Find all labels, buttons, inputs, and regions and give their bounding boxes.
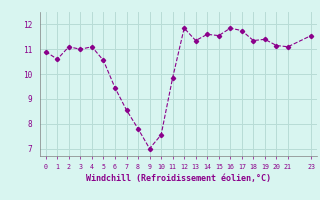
X-axis label: Windchill (Refroidissement éolien,°C): Windchill (Refroidissement éolien,°C) xyxy=(86,174,271,183)
